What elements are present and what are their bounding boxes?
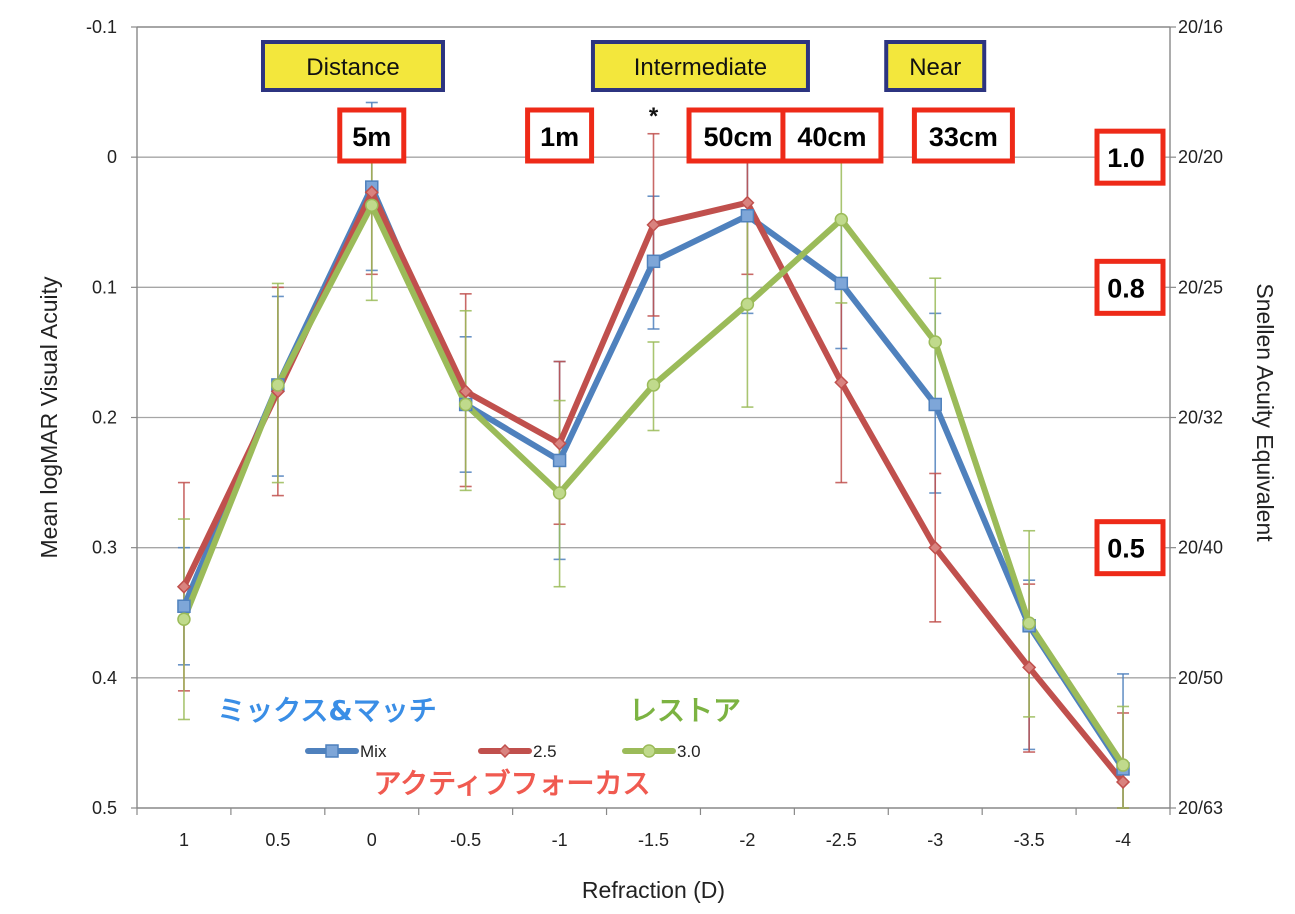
- y2-axis-title: Snellen Acuity Equivalent: [1252, 283, 1278, 542]
- data-point: [834, 212, 849, 227]
- product-label: レストア: [629, 694, 741, 727]
- series-layer: [176, 101, 1131, 809]
- legend-label: 2.5: [533, 742, 557, 761]
- data-point: [177, 612, 191, 627]
- y-tick-label: 0: [107, 147, 117, 167]
- distance-label: 40cm: [797, 122, 866, 152]
- region-label-box: [260, 40, 445, 92]
- data-point: [1022, 616, 1036, 630]
- x-tick-label: -4: [1115, 830, 1131, 850]
- annotation-layer: ****DistanceIntermediateNear5m1m50cm40cm…: [217, 40, 1166, 800]
- region-label-box: [590, 40, 810, 92]
- axes: -0.1 0 0.1 0.2 0.3 0.4 0.5 20/16 20/20 20/25 20/32…: [86, 17, 1223, 850]
- distance-box: [911, 107, 1015, 164]
- data-point: [271, 378, 285, 392]
- x-tick-label: -0.5: [450, 830, 481, 850]
- data-point: [834, 276, 849, 291]
- distance-label: 1m: [540, 122, 579, 152]
- data-point: [834, 375, 849, 390]
- data-point: [740, 208, 755, 223]
- distance-box: [525, 107, 595, 164]
- data-point: [928, 335, 942, 349]
- region-label: Distance: [306, 54, 399, 81]
- legend-label: 3.0: [677, 742, 701, 761]
- data-point: [928, 540, 943, 555]
- x-tick-label: 1: [179, 830, 189, 850]
- y2-tick-label: 20/32: [1178, 408, 1223, 428]
- data-point: [646, 254, 661, 269]
- x-tick-label: 0: [367, 830, 377, 850]
- y-tick-label: 0.4: [92, 668, 117, 688]
- decimal-acuity-label: 1.0: [1107, 143, 1145, 173]
- y-tick-label: 0.2: [92, 408, 117, 428]
- x-tick-label: -3: [927, 830, 943, 850]
- data-point: [364, 185, 379, 200]
- region-label: Near: [909, 54, 961, 81]
- distance-label: 33cm: [929, 122, 998, 152]
- data-point: [1116, 758, 1130, 772]
- decimal-acuity-label: 0.8: [1107, 273, 1145, 303]
- y2-tick-label: 20/40: [1178, 538, 1223, 558]
- x-tick-label: -2.5: [826, 830, 857, 850]
- legend: Mix 2.5 3.0: [305, 742, 701, 761]
- data-point: [365, 198, 379, 213]
- y-axis-title: Mean logMAR Visual Acuity: [36, 276, 62, 559]
- data-point: [740, 297, 755, 312]
- distance-label: 50cm: [703, 122, 772, 152]
- region-label: Intermediate: [634, 54, 767, 81]
- region-label-box: [884, 40, 987, 92]
- data-point: [325, 744, 339, 758]
- y2-tick-label: 20/16: [1178, 17, 1223, 37]
- data-point: [458, 397, 473, 412]
- data-point: [740, 195, 755, 210]
- data-point: [1022, 660, 1037, 675]
- distance-box: [337, 107, 407, 164]
- data-point: [646, 378, 661, 392]
- decimal-acuity-box: [1094, 519, 1166, 577]
- x-tick-label: -1.5: [638, 830, 669, 850]
- data-point: [497, 743, 513, 759]
- data-point: [176, 579, 192, 594]
- decimal-acuity-box: [1094, 258, 1166, 316]
- data-point: [928, 397, 942, 412]
- y2-tick-label: 20/50: [1178, 668, 1223, 688]
- x-axis-title: Refraction (D): [582, 877, 725, 903]
- x-tick-label: -3.5: [1014, 830, 1045, 850]
- product-label: ミックス&マッチ: [217, 694, 437, 727]
- data-point: [1115, 774, 1131, 790]
- y-tick-label: 0.5: [92, 798, 117, 818]
- x-tick-label: -1: [552, 830, 568, 850]
- y-tick-label: 0.1: [92, 277, 117, 297]
- data-point: [552, 436, 567, 451]
- significance-marker: *: [649, 103, 659, 130]
- data-point: [642, 744, 656, 758]
- y2-tick-label: 20/63: [1178, 798, 1223, 818]
- decimal-acuity-box: [1094, 128, 1166, 186]
- data-point: [646, 217, 661, 232]
- x-tick-label: 0.5: [265, 830, 290, 850]
- data-point: [552, 453, 567, 468]
- y-tick-label: -0.1: [86, 17, 117, 37]
- y2-tick-label: 20/25: [1178, 277, 1223, 297]
- distance-label: 5m: [352, 122, 391, 152]
- legend-label: Mix: [360, 742, 387, 761]
- distance-box: [780, 107, 884, 164]
- product-label: アクティブフォーカス: [374, 767, 651, 800]
- data-point: [552, 486, 567, 500]
- decimal-acuity-label: 0.5: [1107, 534, 1145, 564]
- data-point: [177, 599, 191, 613]
- y2-tick-label: 20/20: [1178, 147, 1223, 167]
- y-tick-label: 0.3: [92, 538, 117, 558]
- x-tick-label: -2: [739, 830, 755, 850]
- data-point: [458, 384, 473, 399]
